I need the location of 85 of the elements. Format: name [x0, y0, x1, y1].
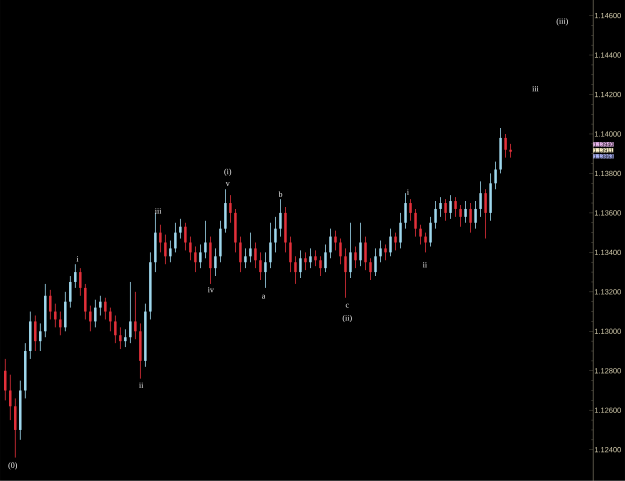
candlestick [449, 194, 452, 220]
candlestick [434, 200, 437, 230]
candlestick [39, 323, 42, 352]
candlestick [329, 228, 332, 259]
candlestick [199, 244, 202, 269]
candlestick [69, 276, 72, 308]
candlestick [184, 222, 187, 251]
candlestick [239, 236, 242, 273]
candlestick [484, 188, 487, 240]
candlestick [79, 268, 82, 296]
candlestick [204, 220, 207, 259]
candlestick [479, 180, 482, 218]
candlestick [399, 212, 402, 249]
candlestick [84, 284, 87, 320]
candlestick [464, 200, 467, 224]
candlestick [4, 358, 7, 401]
candlestick [124, 328, 127, 348]
candlestick [504, 134, 507, 158]
candlestick [394, 232, 397, 251]
candlestick [349, 222, 352, 278]
candlestick [129, 282, 132, 344]
candlestick [114, 315, 117, 344]
candlestick [54, 303, 57, 328]
candlestick [299, 250, 302, 278]
candlestick [314, 250, 317, 267]
candlestick [344, 248, 347, 298]
candlestick [389, 228, 392, 257]
candlestick [414, 208, 417, 238]
candlestick [309, 248, 312, 269]
candlestick [174, 222, 177, 253]
candlestick [99, 295, 102, 316]
candlestick [179, 218, 182, 240]
candlestick [409, 198, 412, 222]
candlestick [324, 244, 327, 273]
candlestick [474, 200, 477, 230]
candlestick [269, 222, 272, 269]
candlestick [359, 222, 362, 267]
candlestick [294, 256, 297, 284]
candlestick [194, 246, 197, 273]
candlestick [119, 327, 122, 350]
candlestick [49, 290, 52, 320]
candlestick [444, 198, 447, 222]
candlestick [424, 232, 427, 253]
candlestick [34, 315, 37, 352]
candlestick [274, 216, 277, 253]
candlestick [319, 256, 322, 277]
candlestick [169, 240, 172, 263]
candlestick [94, 299, 97, 328]
candlestick [354, 246, 357, 269]
candlestick [374, 248, 377, 277]
candlestick [429, 216, 432, 247]
candlestick [164, 234, 167, 265]
candlestick [304, 252, 307, 271]
candlestick [229, 194, 232, 224]
candlestick [159, 224, 162, 253]
candlestick [404, 192, 407, 230]
candlestick [384, 244, 387, 261]
candlestick [334, 230, 337, 251]
candlestick [74, 264, 77, 288]
candlestick [279, 198, 282, 238]
candlestick [494, 161, 497, 190]
candlestick [59, 311, 62, 336]
candlestick [109, 307, 112, 332]
candlestick [244, 248, 247, 269]
candlestick [289, 236, 292, 273]
candlestick [134, 291, 137, 340]
candlestick [369, 258, 372, 280]
candlestick [259, 252, 262, 280]
candlestick [214, 248, 217, 277]
candlestick [469, 202, 472, 234]
candlestick [189, 236, 192, 261]
candlestick [379, 240, 382, 263]
candlestick [459, 204, 462, 228]
candlestick [339, 238, 342, 265]
candlestick [249, 232, 252, 263]
candlestick [14, 398, 17, 458]
candlestick [439, 196, 442, 218]
candlestick [419, 224, 422, 245]
candlestick [364, 236, 367, 271]
candlestick [104, 297, 107, 320]
candlestick [89, 305, 92, 332]
candlestick [254, 242, 257, 269]
candlestick [9, 374, 12, 421]
candlestick [264, 252, 267, 288]
candlestick [454, 196, 457, 218]
